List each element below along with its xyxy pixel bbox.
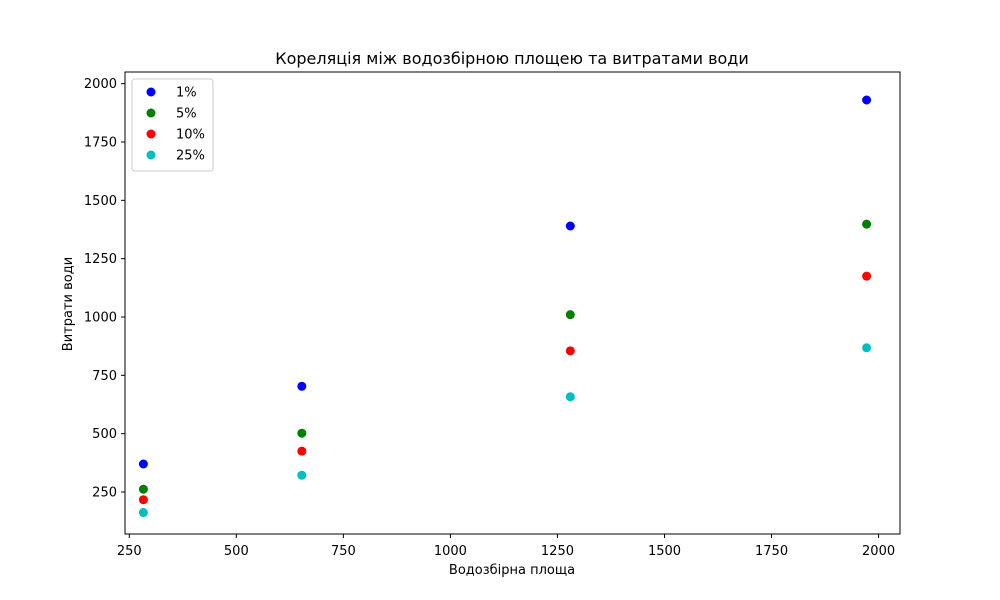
series-1 [138,95,872,469]
legend-label: 10% [176,128,205,143]
legend-box [131,78,214,172]
x-tick-label: 250 [117,544,142,559]
legend-marker [146,108,156,118]
data-point [862,95,872,105]
data-point [862,271,872,281]
legend-marker [146,87,156,97]
x-tick-label: 1250 [541,544,574,559]
x-tick-label: 500 [224,544,249,559]
legend-marker [146,150,156,160]
legend-marker [146,129,156,139]
plot-area: 250 500 750 1000 1250 1500 1750 2000 250 500 750 10… [84,71,901,559]
x-tick-label: 1750 [755,544,788,559]
legend: 1% 5% 10% 25% [131,78,214,172]
series-2 [138,219,872,494]
y-tick-label: 2000 [84,77,117,92]
y-tick-label: 750 [92,369,117,384]
data-point [138,508,148,518]
data-point [297,470,307,480]
legend-label: 1% [176,86,197,101]
data-point [138,459,148,469]
series-3 [138,271,872,505]
data-point [297,446,307,456]
y-tick-label: 1750 [84,136,117,151]
legend-label: 25% [176,149,205,164]
y-tick-label: 250 [92,486,117,501]
data-point [565,346,575,356]
x-tick-label: 2000 [862,544,895,559]
y-tick-label: 1500 [84,194,117,209]
data-point [565,310,575,320]
legend-label: 5% [176,107,197,122]
x-tick-label: 1000 [434,544,467,559]
data-point [297,381,307,391]
y-axis-label: Витрати води [61,257,76,351]
series-4 [138,343,872,518]
data-point [138,495,148,505]
y-tick-label: 500 [92,427,117,442]
x-tick-label: 750 [331,544,356,559]
y-tick-label: 1250 [84,252,117,267]
data-point [565,392,575,402]
data-point [297,428,307,438]
chart-title: Кореляція між водозбірною площею та витр… [275,49,749,68]
y-tick-label: 1000 [84,311,117,326]
data-point [565,221,575,231]
x-tick-label: 1500 [648,544,681,559]
data-point [862,219,872,229]
data-point [138,484,148,494]
data-point [862,343,872,353]
x-axis-label: Водозбірна площа [449,563,575,578]
plot-frame [124,71,901,535]
